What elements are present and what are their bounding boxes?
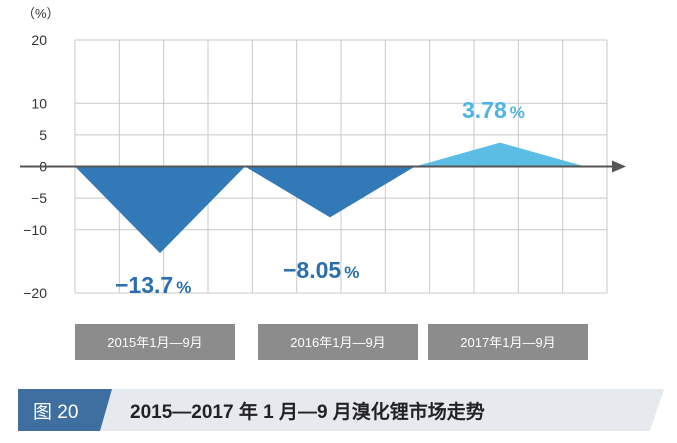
data-label-value: 3.78 [462, 97, 507, 123]
data-label-unit: % [344, 263, 359, 282]
data-label-3: 3.78% [462, 97, 525, 123]
category-box [75, 324, 235, 360]
figure-caption: 图 20 2015—2017 年 1 月—9 月溴化锂市场走势 [18, 389, 664, 431]
figure-title: 2015—2017 年 1 月—9 月溴化锂市场走势 [130, 400, 485, 423]
series-mark-1 [75, 166, 245, 254]
data-label-unit: % [176, 278, 191, 297]
data-label-unit: % [510, 103, 525, 122]
y-axis-ticks: 201050−5−10−20 [23, 32, 47, 301]
y-tick-label: −20 [23, 285, 47, 301]
figure-number-badge [18, 389, 112, 431]
data-label-value: −13.7 [115, 272, 173, 298]
data-label-value: −8.05 [283, 257, 341, 283]
y-axis-unit: （%） [22, 6, 60, 21]
data-label-2: −8.05% [283, 257, 359, 283]
y-tick-label: −10 [23, 222, 47, 238]
series-mark-3 [415, 142, 585, 167]
data-labels: −13.7 %−8.05 %3.78% [115, 97, 525, 298]
category-label: 2015年1月—9月 [107, 335, 202, 350]
y-tick-label: 10 [31, 95, 47, 111]
x-axis-arrow [612, 160, 626, 173]
y-tick-label: −5 [31, 190, 47, 206]
y-tick-label: 5 [39, 127, 47, 143]
title-band [18, 389, 664, 431]
y-tick-label: 20 [31, 32, 47, 48]
category-box [428, 324, 588, 360]
x-axis [20, 160, 626, 173]
series [75, 142, 585, 254]
figure-number: 图 20 [33, 402, 78, 423]
category-box [258, 324, 418, 360]
category-labels: 2015年1月—9月 2016年1月—9月 2017年1月—9月 [75, 324, 588, 360]
category-label: 2016年1月—9月 [290, 335, 385, 350]
series-mark-2 [245, 166, 415, 218]
data-label-1: −13.7% [115, 272, 191, 298]
category-label: 2017年1月—9月 [460, 335, 555, 350]
